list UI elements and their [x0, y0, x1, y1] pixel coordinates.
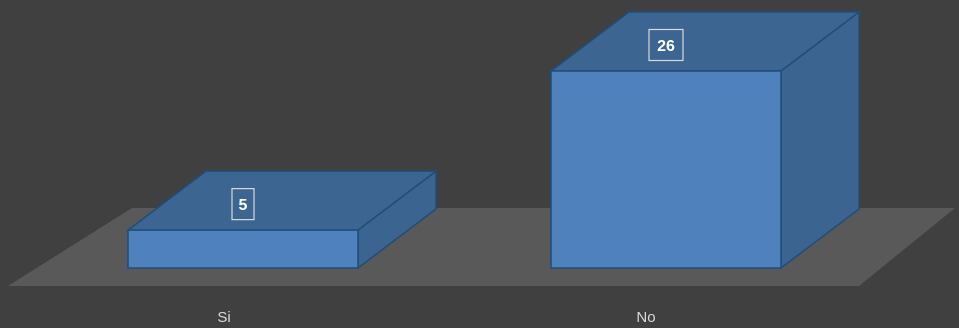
bar-front-face — [127, 229, 359, 269]
bars-group: 5 26 — [125, 10, 862, 270]
data-label-box — [231, 188, 255, 221]
category-label-no: No — [636, 309, 655, 326]
data-label-si: 5 — [231, 188, 255, 221]
bar-front-face — [550, 70, 782, 269]
category-axis: Si No — [217, 309, 655, 326]
data-label-no: 26 — [648, 28, 684, 62]
data-label-text: 26 — [657, 38, 675, 55]
data-label-text: 5 — [239, 197, 248, 214]
category-label-si: Si — [217, 309, 230, 326]
data-label-box — [648, 28, 684, 62]
bar-no: 26 — [548, 10, 862, 270]
bar-si: 5 — [125, 169, 439, 270]
